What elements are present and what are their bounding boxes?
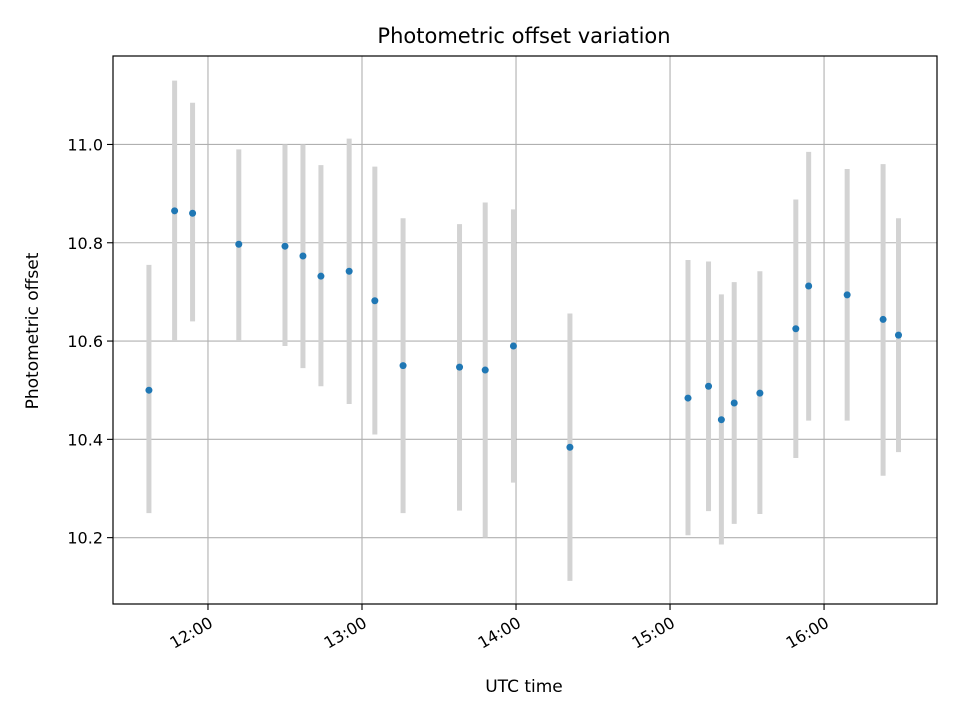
y-tick-label: 10.2 <box>67 529 103 548</box>
data-point <box>317 272 325 280</box>
chart-title: Photometric offset variation <box>377 24 670 48</box>
data-point <box>371 297 379 305</box>
data-point <box>399 362 407 370</box>
data-point <box>684 394 692 402</box>
data-point <box>756 389 764 397</box>
point-layer <box>145 207 902 451</box>
data-point <box>566 443 574 451</box>
y-axis-ticks: 10.2 10.4 10.6 10.8 11.0 <box>67 135 113 548</box>
grid-layer <box>113 56 937 604</box>
data-point <box>299 252 307 260</box>
data-point <box>235 240 243 248</box>
data-point <box>345 267 353 275</box>
data-point <box>894 331 902 339</box>
data-point <box>705 382 713 390</box>
x-axis-label: UTC time <box>485 677 563 697</box>
data-point <box>456 363 464 371</box>
data-point <box>481 366 489 374</box>
y-tick-label: 10.4 <box>67 430 103 449</box>
data-point <box>843 291 851 299</box>
plot-frame <box>112 55 938 605</box>
data-point <box>879 315 887 323</box>
data-point <box>792 325 800 333</box>
y-axis-label: Photometric offset <box>23 252 43 409</box>
y-tick-label: 11.0 <box>67 135 103 154</box>
data-point <box>171 207 179 215</box>
data-point <box>717 416 725 424</box>
data-point <box>509 342 517 350</box>
data-point <box>730 399 738 407</box>
y-tick-label: 10.8 <box>67 234 103 253</box>
data-point <box>281 242 289 250</box>
data-point <box>145 386 153 394</box>
data-point <box>805 282 813 290</box>
data-point <box>189 209 197 217</box>
y-tick-label: 10.6 <box>67 332 103 351</box>
